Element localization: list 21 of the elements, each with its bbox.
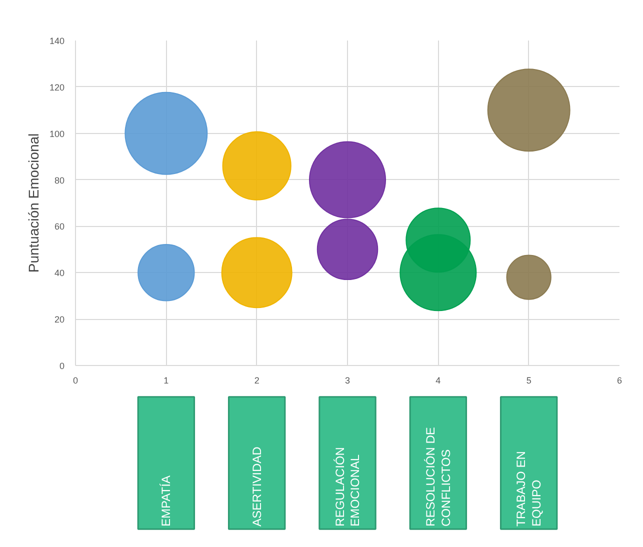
x-tick-label: 2: [254, 376, 260, 386]
y-tick-label: 20: [54, 314, 65, 325]
x-tick-label: 3: [344, 376, 350, 386]
x-tick-label: 4: [436, 376, 441, 386]
y-tick-label: 0: [59, 361, 65, 371]
y-axis-title: Puntuación Emocional: [25, 133, 42, 273]
y-tick-label: 100: [49, 128, 65, 139]
x-tick-label: 6: [616, 376, 622, 386]
y-tick-label: 40: [54, 268, 65, 278]
text: EMPATÍA: [159, 476, 174, 526]
text: RESOLUCIÓN DE CONFLICTOS: [423, 427, 453, 526]
text: ASERTIVIDAD: [250, 446, 264, 526]
text: TRABAJO EN EQUIPO: [514, 451, 544, 526]
y-tick-label: 60: [54, 222, 65, 232]
y-tick-label: 140: [49, 36, 65, 46]
text: REGULACIÓN EMOCIONAL: [332, 447, 362, 526]
x-tick-label: 0: [72, 376, 78, 386]
y-tick-label: 120: [49, 82, 65, 92]
y-tick-label: 80: [54, 175, 65, 186]
x-tick-label: 5: [526, 376, 532, 386]
x-tick-label: 1: [164, 376, 169, 386]
